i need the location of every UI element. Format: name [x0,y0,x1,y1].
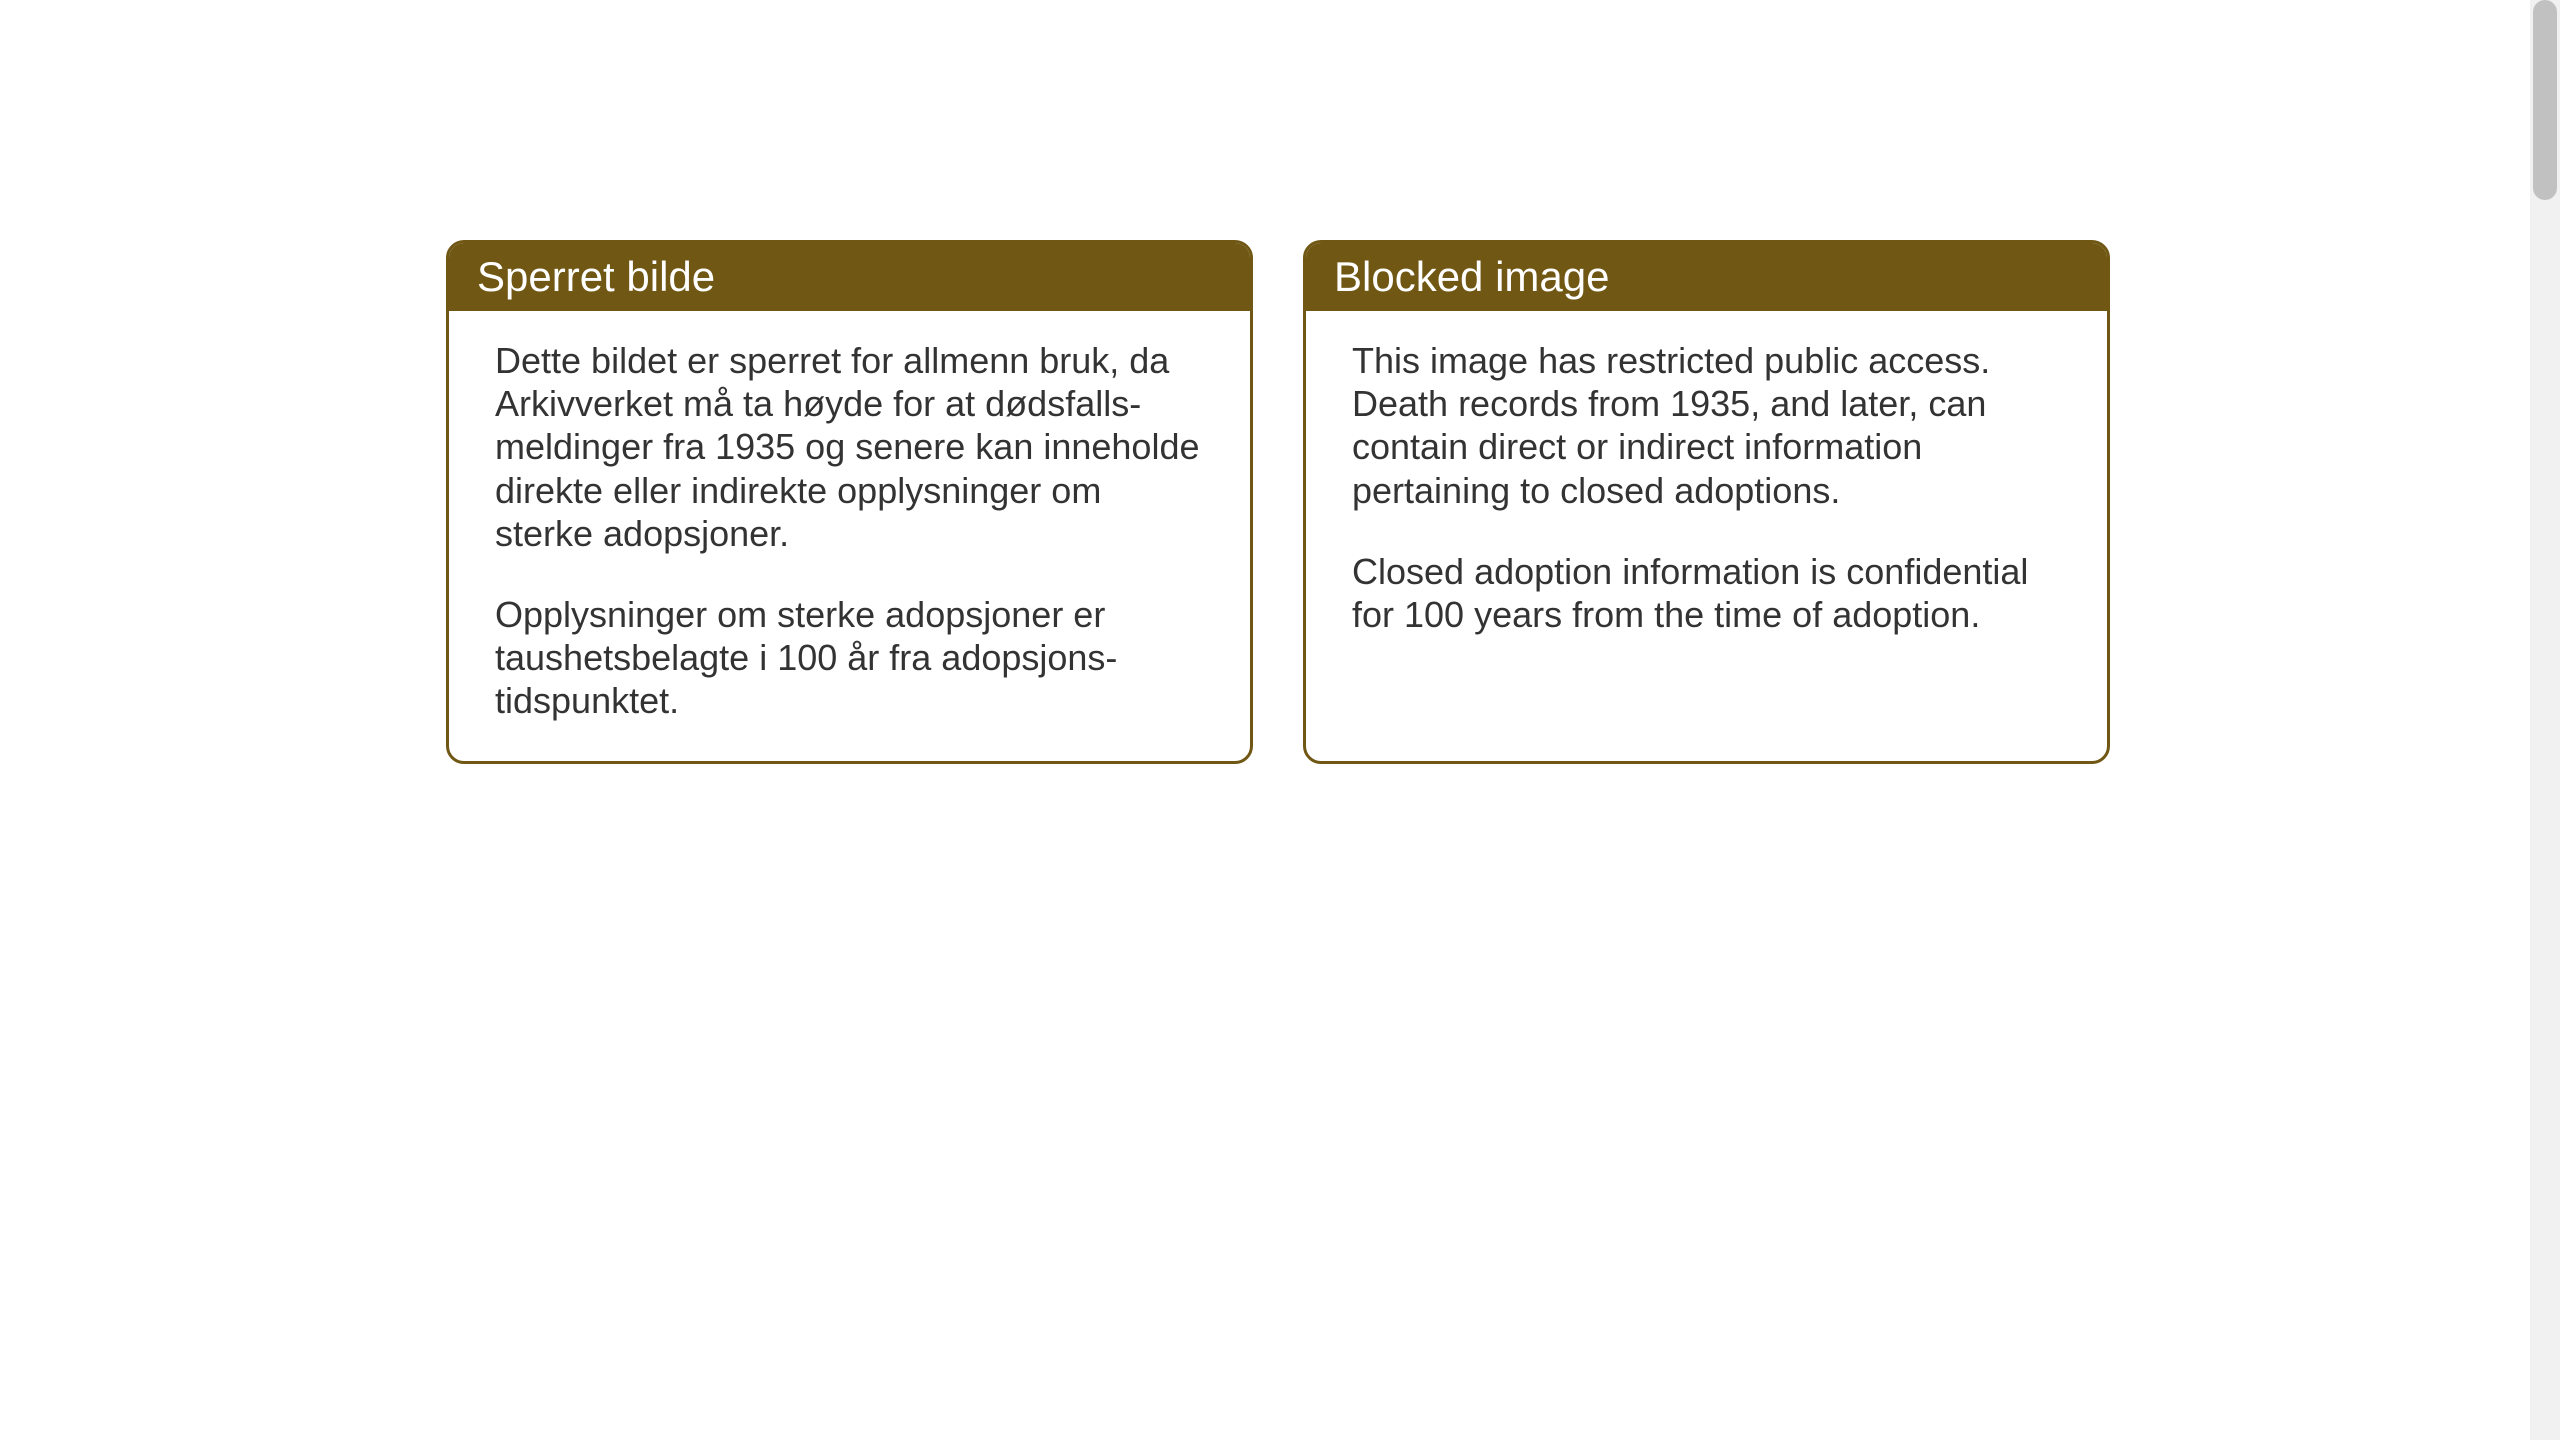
card-header-norwegian: Sperret bilde [449,243,1250,311]
card-norwegian: Sperret bilde Dette bildet er sperret fo… [446,240,1253,764]
paragraph-norwegian-1: Dette bildet er sperret for allmenn bruk… [495,339,1204,555]
paragraph-english-1: This image has restricted public access.… [1352,339,2061,512]
scrollbar[interactable] [2530,0,2560,1440]
cards-container: Sperret bilde Dette bildet er sperret fo… [446,240,2110,764]
card-english: Blocked image This image has restricted … [1303,240,2110,764]
card-body-norwegian: Dette bildet er sperret for allmenn bruk… [449,311,1250,761]
scrollbar-thumb[interactable] [2533,0,2557,200]
paragraph-norwegian-2: Opplysninger om sterke adopsjoner er tau… [495,593,1204,723]
card-header-english: Blocked image [1306,243,2107,311]
card-body-english: This image has restricted public access.… [1306,311,2107,674]
paragraph-english-2: Closed adoption information is confident… [1352,550,2061,636]
